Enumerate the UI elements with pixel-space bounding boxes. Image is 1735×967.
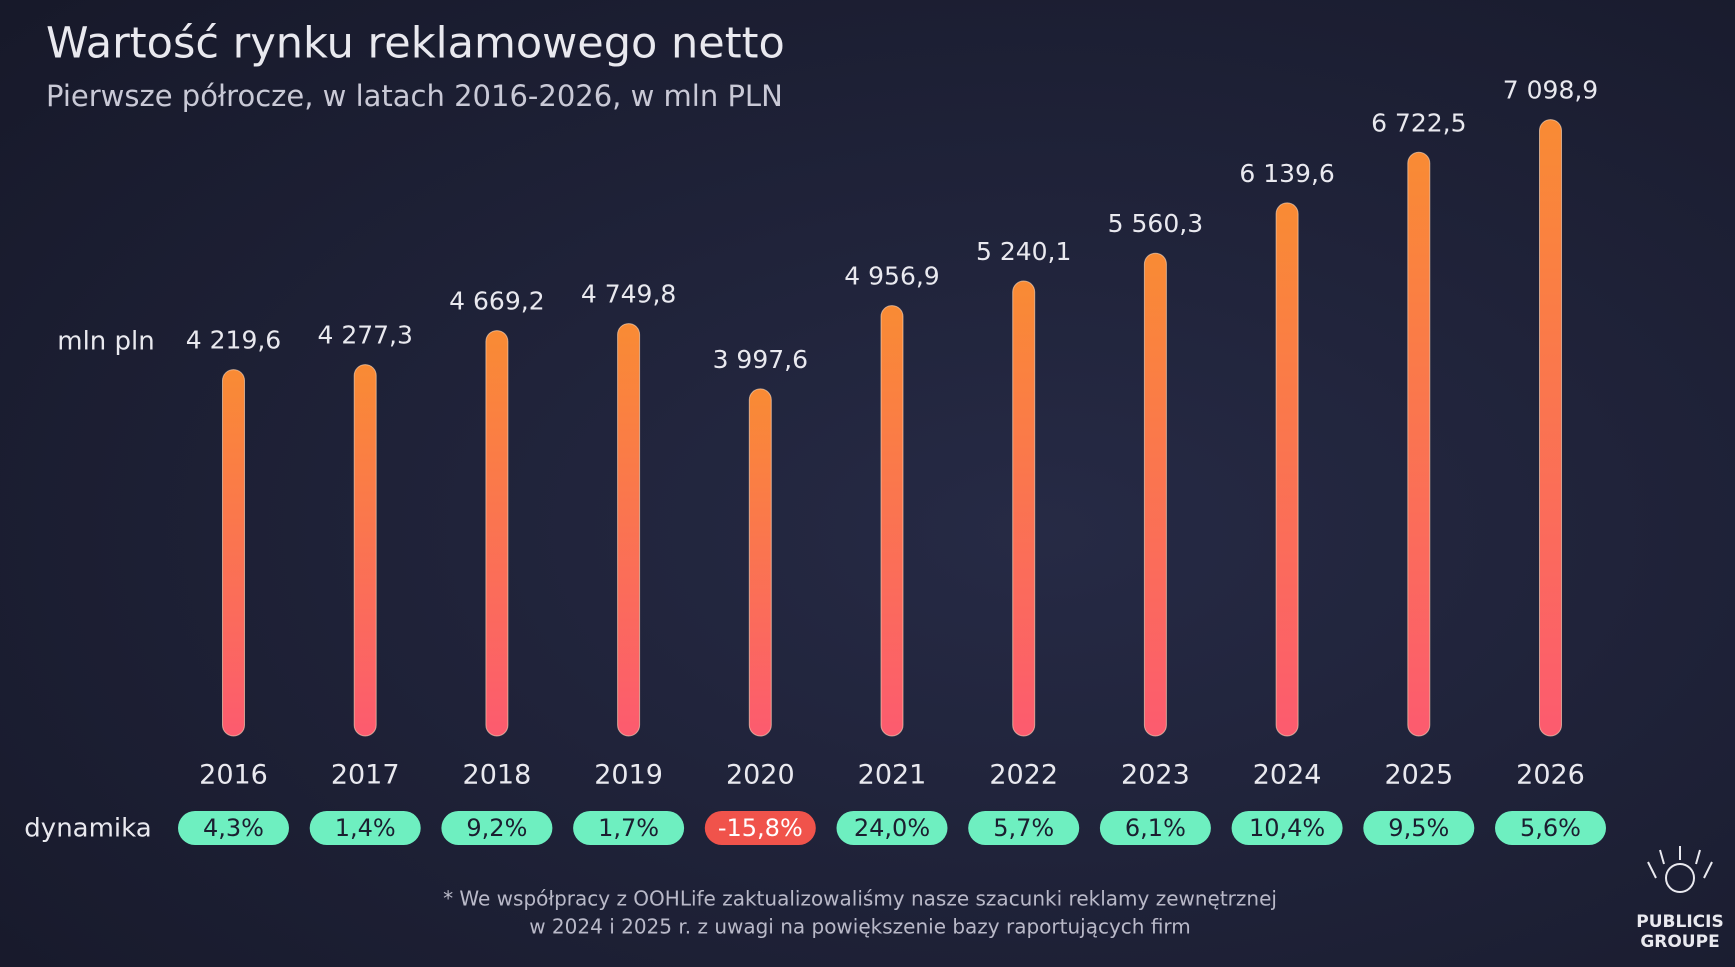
- x-tick-label: 2021: [858, 760, 927, 791]
- logo-text: GROUPE: [1640, 932, 1719, 952]
- dynamics-pill: [573, 811, 685, 845]
- value-label: 6 139,6: [1239, 159, 1334, 188]
- x-tick-label: 2022: [989, 760, 1058, 791]
- bar: [222, 369, 245, 737]
- x-tick-label: 2024: [1253, 760, 1322, 791]
- value-label: 5 240,1: [976, 237, 1071, 266]
- dynamics-pill: [1099, 811, 1211, 845]
- value-label: 4 219,6: [186, 326, 281, 355]
- dynamics-label: -15,8%: [718, 814, 803, 842]
- x-tick-label: 2026: [1516, 760, 1585, 791]
- dynamics-label: 1,7%: [598, 814, 659, 842]
- dynamics-label: 24,0%: [854, 814, 930, 842]
- dynamics-label: 4,3%: [203, 814, 264, 842]
- value-label: 7 098,9: [1503, 76, 1598, 105]
- footnote: w 2024 i 2025 r. z uwagi na powiększenie…: [529, 915, 1191, 939]
- dynamics-label: 6,1%: [1125, 814, 1186, 842]
- dynamics-pill: [1231, 811, 1343, 845]
- bar: [617, 323, 641, 737]
- dynamics-label: dynamika: [24, 814, 151, 844]
- dynamics-pill: [836, 811, 948, 845]
- dynamics-pill: [309, 811, 421, 845]
- logo-text: PUBLICIS: [1636, 912, 1723, 932]
- x-tick-label: 2023: [1121, 760, 1190, 791]
- chart-title: Wartość rynku reklamowego netto: [46, 19, 785, 69]
- bar: [1275, 202, 1299, 737]
- dynamics-pill: [968, 811, 1080, 845]
- value-label: 4 749,8: [581, 280, 676, 309]
- x-tick-label: 2018: [463, 760, 532, 791]
- x-tick-label: 2020: [726, 760, 795, 791]
- dynamics-pill: [178, 811, 289, 845]
- footnote: * We współpracy z OOHLife zaktualizowali…: [443, 887, 1277, 911]
- dynamics-label: 1,4%: [335, 814, 396, 842]
- x-tick-label: 2016: [199, 760, 268, 791]
- dynamics-label: 9,5%: [1388, 814, 1449, 842]
- dynamics-pill: [704, 811, 816, 845]
- dynamics-pill: [1363, 811, 1475, 845]
- x-tick-label: 2017: [331, 760, 400, 791]
- value-label: 6 722,5: [1371, 108, 1466, 137]
- bar: [353, 364, 377, 737]
- y-axis-label: mln pln: [57, 327, 155, 357]
- dynamics-pill: [1495, 811, 1606, 845]
- dynamics-label: 9,2%: [466, 814, 527, 842]
- value-label: 4 277,3: [317, 321, 412, 350]
- x-tick-label: 2019: [594, 760, 663, 791]
- bar: [1407, 151, 1431, 737]
- dynamics-label: 10,4%: [1249, 814, 1325, 842]
- value-label: 3 997,6: [713, 345, 808, 374]
- value-label: 4 956,9: [844, 262, 939, 291]
- dynamics-label: 5,7%: [993, 814, 1054, 842]
- value-label: 5 560,3: [1108, 209, 1203, 238]
- logo-icon: [1647, 846, 1713, 893]
- value-label: 4 669,2: [449, 287, 544, 316]
- dynamics-pill: [441, 811, 553, 845]
- bar: [1012, 280, 1036, 737]
- bar: [1143, 252, 1167, 737]
- dynamics-label: 5,6%: [1520, 814, 1581, 842]
- bar: [485, 330, 509, 737]
- bar: [880, 305, 904, 737]
- bar: [748, 388, 772, 737]
- chart-subtitle: Pierwsze półrocze, w latach 2016-2026, w…: [46, 79, 783, 113]
- x-tick-label: 2025: [1384, 760, 1453, 791]
- bar: [1539, 119, 1562, 737]
